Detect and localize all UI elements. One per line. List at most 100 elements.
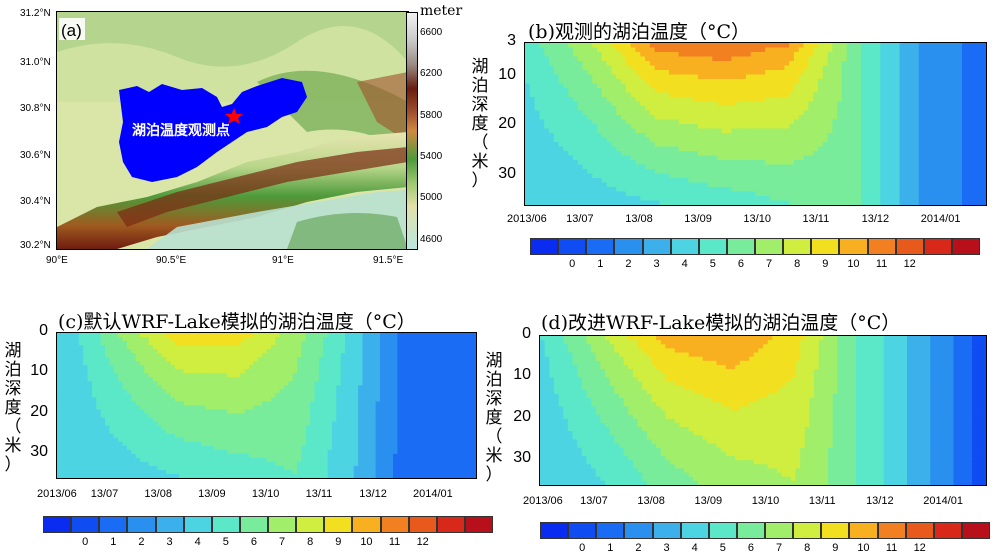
heat-cell	[817, 151, 824, 157]
heat-cell	[553, 173, 560, 179]
heat-cell	[813, 151, 819, 157]
heat-cell	[157, 353, 163, 358]
heat-cell	[166, 385, 172, 390]
heat-cell	[529, 52, 536, 58]
heat-cell	[549, 97, 555, 103]
heat-cell	[827, 101, 833, 107]
heat-cell	[817, 133, 824, 139]
heat-cell	[91, 421, 97, 427]
heat-cell	[837, 151, 843, 157]
heat-cell	[947, 142, 953, 148]
heat-cell	[880, 110, 886, 116]
heat-cell	[957, 169, 963, 175]
heat-cell	[861, 65, 867, 71]
heat-cell	[870, 61, 877, 67]
heat-cell	[765, 182, 771, 188]
heat-cell	[122, 441, 128, 447]
heat-cell	[712, 128, 718, 134]
heat-cell	[74, 417, 80, 423]
heat-cell	[231, 401, 237, 407]
heat-cell	[122, 465, 128, 471]
heat-cell	[144, 397, 150, 403]
heat-cell	[875, 133, 881, 139]
heat-cell	[205, 341, 211, 346]
heat-cell	[669, 137, 675, 143]
heat-cell	[534, 142, 540, 148]
heat-cell	[952, 52, 958, 58]
heat-cell	[231, 373, 237, 378]
heat-cell	[100, 413, 106, 419]
heat-cell	[568, 115, 574, 121]
heat-cell	[87, 453, 93, 459]
heat-cell	[745, 43, 752, 49]
heat-cell	[78, 425, 84, 431]
heat-cell	[65, 437, 71, 443]
heat-cell	[139, 417, 145, 423]
heat-cell	[74, 453, 80, 459]
heat-cell	[549, 182, 555, 188]
heat-cell	[201, 381, 206, 386]
heat-cell	[558, 65, 565, 71]
panel-c-title: (c)默认WRF-Lake模拟的湖泊温度（°C）	[58, 311, 416, 333]
heat-cell	[611, 65, 617, 71]
heat-cell	[529, 178, 536, 184]
heat-cell	[909, 74, 915, 80]
heat-cell	[933, 79, 939, 85]
heat-cell	[113, 361, 119, 366]
heat-cell	[702, 128, 709, 134]
heat-cell	[832, 169, 838, 175]
heat-cell	[91, 405, 97, 411]
heat-cell	[894, 182, 901, 188]
heat-cell	[741, 88, 747, 94]
heat-cell	[597, 128, 603, 134]
heat-cell	[573, 142, 579, 148]
heat-cell	[563, 110, 569, 116]
heat-cell	[971, 155, 977, 161]
heat-cell	[549, 151, 555, 157]
heat-cell	[798, 169, 805, 175]
heat-cell	[904, 65, 910, 71]
heat-cell	[875, 164, 881, 170]
heat-cell	[717, 83, 723, 89]
heat-cell	[57, 401, 62, 407]
heat-cell	[841, 115, 848, 121]
heat-cell	[904, 101, 910, 107]
heat-cell	[553, 178, 560, 184]
heat-cell	[621, 97, 627, 103]
heat-cell	[841, 169, 848, 175]
heat-cell	[784, 43, 790, 49]
heat-cell	[947, 178, 953, 184]
heat-cell	[933, 151, 939, 157]
heat-cell	[218, 417, 224, 423]
heat-cell	[813, 52, 819, 58]
heat-cell	[558, 155, 565, 161]
heat-cell	[942, 164, 949, 170]
heat-cell	[741, 74, 747, 80]
heat-cell	[870, 191, 877, 197]
heat-cell	[837, 169, 843, 175]
heat-cell	[678, 83, 685, 89]
heat-cell	[74, 361, 80, 366]
heat-cell	[851, 182, 857, 188]
heat-cell	[601, 97, 608, 103]
heat-cell	[161, 333, 167, 338]
heat-cell	[846, 115, 853, 121]
heat-cell	[582, 61, 589, 67]
heat-cell	[131, 457, 137, 463]
heat-cell	[971, 119, 977, 125]
heat-cell	[693, 142, 699, 148]
heat-cell	[808, 83, 814, 89]
heat-cell	[918, 155, 925, 161]
heat-cell	[741, 173, 747, 179]
heat-cell	[534, 146, 540, 152]
heat-cell	[861, 200, 867, 205]
heat-cell	[937, 83, 944, 89]
heat-cell	[683, 106, 689, 112]
heat-cell	[78, 445, 84, 451]
heat-cell	[105, 441, 110, 447]
heat-cell	[937, 178, 944, 184]
x-tick-label: 13/10	[743, 213, 771, 225]
heat-cell	[83, 417, 89, 423]
heat-cell	[769, 92, 776, 98]
heat-cell	[851, 74, 857, 80]
